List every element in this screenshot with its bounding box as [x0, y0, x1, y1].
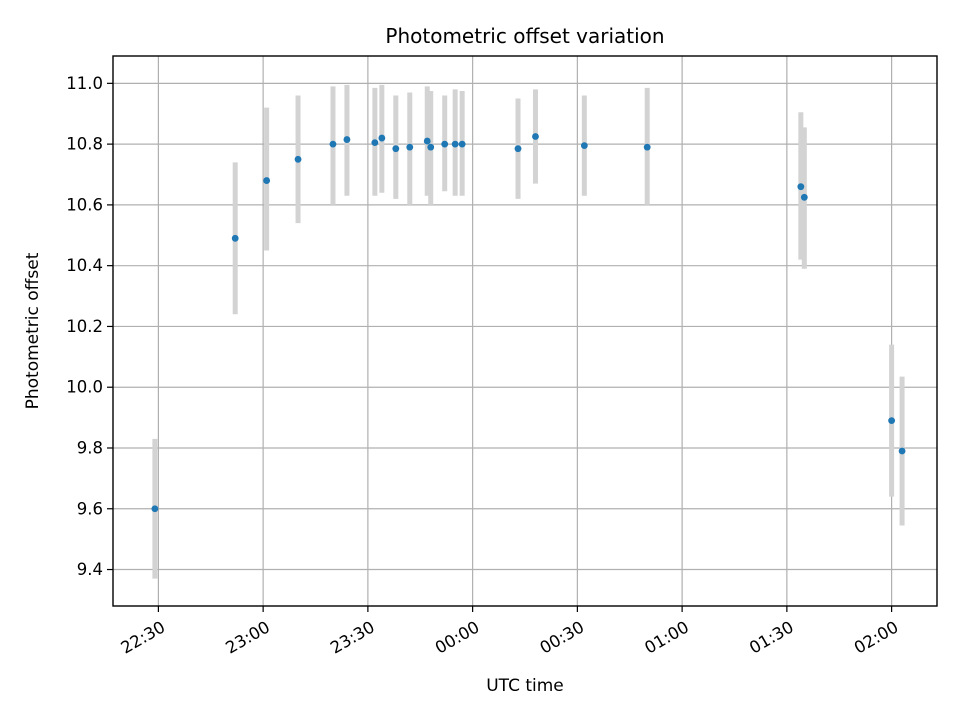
data-point — [231, 234, 239, 242]
data-points — [151, 133, 906, 513]
x-tick-label: 23:00 — [222, 617, 273, 657]
x-tick-label: 01:30 — [746, 617, 797, 657]
data-point — [406, 143, 414, 151]
x-tick-label: 00:30 — [537, 617, 588, 657]
data-point — [427, 143, 435, 151]
data-point — [458, 140, 466, 148]
data-point — [378, 134, 386, 142]
data-point — [800, 193, 808, 201]
data-point — [329, 140, 337, 148]
x-tick-label: 00:00 — [432, 617, 483, 657]
x-axis-ticks: 22:30 23:00 23:30 00:00 00:30 01:00 01:30 02:00 — [118, 606, 902, 658]
y-tick-label: 10.4 — [66, 256, 103, 275]
data-point — [441, 140, 449, 148]
y-tick-label: 9.8 — [77, 438, 103, 457]
x-tick-label: 01:00 — [641, 617, 692, 657]
x-tick-label: 22:30 — [118, 617, 169, 657]
data-point — [643, 143, 651, 151]
data-point — [532, 133, 539, 140]
data-point — [451, 140, 459, 148]
data-point — [343, 136, 351, 143]
chart-title: Photometric offset variation — [385, 24, 664, 48]
y-axis-label: Photometric offset — [23, 252, 43, 409]
data-point — [514, 145, 522, 153]
data-point — [263, 177, 271, 184]
x-tick-label: 02:00 — [851, 617, 902, 657]
y-tick-label: 10.8 — [66, 135, 103, 154]
y-tick-label: 9.4 — [77, 560, 103, 579]
data-point — [898, 447, 906, 455]
data-point — [888, 417, 896, 425]
y-axis-ticks: 9.4 9.6 9.8 10.0 10.2 10.4 10.6 10.8 11.0 — [66, 74, 113, 579]
data-point — [797, 183, 805, 191]
x-axis-label: UTC time — [486, 676, 564, 696]
y-tick-label: 11.0 — [66, 74, 103, 93]
data-point — [151, 505, 159, 513]
y-tick-label: 9.6 — [77, 499, 103, 518]
y-tick-label: 10.6 — [66, 195, 103, 214]
y-tick-label: 10.2 — [66, 317, 103, 336]
data-point — [392, 145, 400, 153]
y-tick-label: 10.0 — [66, 378, 103, 397]
plot-area-frame — [112, 55, 938, 607]
x-tick-label: 23:30 — [327, 617, 378, 657]
data-point — [294, 155, 302, 163]
grid — [113, 56, 937, 606]
data-point — [580, 142, 588, 150]
data-point — [423, 137, 431, 145]
data-point — [371, 139, 379, 147]
error-bars — [152, 84, 905, 579]
